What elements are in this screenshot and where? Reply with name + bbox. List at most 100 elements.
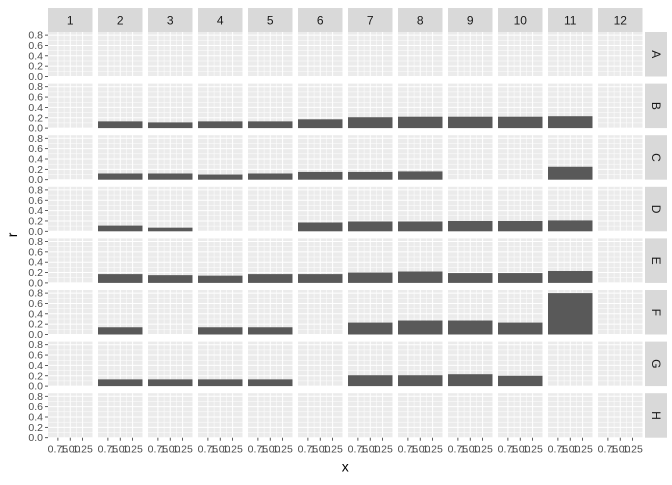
strip-col-1 xyxy=(48,8,93,32)
x-tick-label: 1.00 xyxy=(310,444,331,456)
y-tick-label: 0.8 xyxy=(28,30,43,42)
bar-B-4 xyxy=(198,121,243,129)
bar-B-3 xyxy=(148,122,193,129)
x-tick-label: 1.00 xyxy=(360,444,381,456)
bar-E-9 xyxy=(448,273,493,283)
y-tick-label: 0.0 xyxy=(28,432,43,444)
y-tick-label: 0.6 xyxy=(28,195,43,207)
y-tick-label: 0.8 xyxy=(28,391,43,403)
x-tick-label: 0.75 xyxy=(498,444,519,456)
y-tick-label: 0.8 xyxy=(28,339,43,351)
y-tick-label: 0.4 xyxy=(28,154,43,166)
bar-C-6 xyxy=(298,171,343,180)
y-tick-label: 0.8 xyxy=(28,184,43,196)
strip-col-label: 8 xyxy=(417,14,424,28)
x-tick-label: 1.00 xyxy=(210,444,231,456)
strip-col-10 xyxy=(498,8,543,32)
bar-G-3 xyxy=(148,379,193,387)
y-tick-label: 0.8 xyxy=(28,236,43,248)
y-tick-label: 0.2 xyxy=(28,164,43,176)
strip-col-label: 5 xyxy=(267,14,274,28)
strip-col-6 xyxy=(298,8,343,32)
x-tick-label: 0.75 xyxy=(248,444,269,456)
y-tick-label: 0.6 xyxy=(28,40,43,52)
y-tick-label: 0.2 xyxy=(28,267,43,279)
strip-col-7 xyxy=(348,8,393,32)
y-axis-title: r xyxy=(4,232,20,237)
bar-D-6 xyxy=(298,222,343,232)
x-tick-label: 1.25 xyxy=(572,444,593,456)
y-tick-label: 0.4 xyxy=(28,102,43,114)
x-tick-label: 1.00 xyxy=(560,444,581,456)
y-tick-label: 0.2 xyxy=(28,215,43,227)
strip-col-label: 6 xyxy=(317,14,324,28)
bar-G-2 xyxy=(98,379,143,387)
strip-row-C xyxy=(645,135,667,180)
x-tick-label: 1.25 xyxy=(72,444,93,456)
bar-G-7 xyxy=(348,375,393,387)
y-tick-label: 0.8 xyxy=(28,288,43,300)
strip-col-8 xyxy=(398,8,443,32)
strip-row-G xyxy=(645,341,667,387)
x-tick-label: 0.75 xyxy=(148,444,169,456)
y-tick-label: 0.2 xyxy=(28,61,43,73)
strip-col-label: 3 xyxy=(167,14,174,28)
strip-col-label: 2 xyxy=(117,14,124,28)
strip-row-label: F xyxy=(649,309,663,316)
strip-row-label: C xyxy=(649,153,663,162)
bar-C-2 xyxy=(98,173,143,180)
x-tick-label: 1.00 xyxy=(260,444,281,456)
strip-row-H xyxy=(645,393,667,438)
strip-row-B xyxy=(645,83,667,129)
strip-row-E xyxy=(645,238,667,283)
strip-col-label: 12 xyxy=(614,14,628,28)
strip-col-9 xyxy=(448,8,493,32)
bar-F-2 xyxy=(98,327,143,335)
bar-F-4 xyxy=(198,327,243,335)
x-tick-label: 1.25 xyxy=(372,444,393,456)
strip-col-11 xyxy=(548,8,593,32)
strip-row-D xyxy=(645,186,667,232)
strip-col-label: 9 xyxy=(467,14,474,28)
bar-C-8 xyxy=(398,171,443,180)
bar-E-4 xyxy=(198,275,243,283)
y-tick-label: 0.6 xyxy=(28,246,43,258)
y-tick-label: 0.6 xyxy=(28,143,43,155)
strip-row-F xyxy=(645,290,667,335)
strip-row-label: H xyxy=(649,411,663,420)
bar-E-8 xyxy=(398,271,443,283)
y-tick-label: 0.4 xyxy=(28,412,43,424)
y-tick-label: 0.2 xyxy=(28,319,43,331)
y-tick-label: 0.0 xyxy=(28,329,43,341)
bar-D-11 xyxy=(548,220,593,232)
bar-D-9 xyxy=(448,220,493,232)
y-tick-label: 0.4 xyxy=(28,205,43,217)
x-tick-label: 1.00 xyxy=(510,444,531,456)
bar-F-8 xyxy=(398,320,443,335)
y-tick-label: 0.6 xyxy=(28,298,43,310)
strip-col-label: 4 xyxy=(217,14,224,28)
bar-B-2 xyxy=(98,121,143,129)
strip-row-label: D xyxy=(649,205,663,214)
bar-B-11 xyxy=(548,116,593,129)
strip-col-12 xyxy=(598,8,643,32)
bar-B-6 xyxy=(298,119,343,129)
bar-E-6 xyxy=(298,274,343,283)
bar-G-5 xyxy=(248,379,293,387)
bar-F-10 xyxy=(498,322,543,335)
bar-B-10 xyxy=(498,116,543,129)
y-tick-label: 0.0 xyxy=(28,71,43,83)
bar-F-9 xyxy=(448,320,493,335)
bar-C-5 xyxy=(248,173,293,180)
strip-col-label: 1 xyxy=(67,14,74,28)
bar-C-3 xyxy=(148,173,193,180)
bar-B-5 xyxy=(248,121,293,129)
strip-col-5 xyxy=(248,8,293,32)
y-tick-label: 0.0 xyxy=(28,123,43,135)
x-tick-label: 0.75 xyxy=(348,444,369,456)
bar-G-4 xyxy=(198,379,243,387)
bar-F-11 xyxy=(548,293,593,335)
x-tick-label: 1.00 xyxy=(160,444,181,456)
y-tick-label: 0.2 xyxy=(28,112,43,124)
